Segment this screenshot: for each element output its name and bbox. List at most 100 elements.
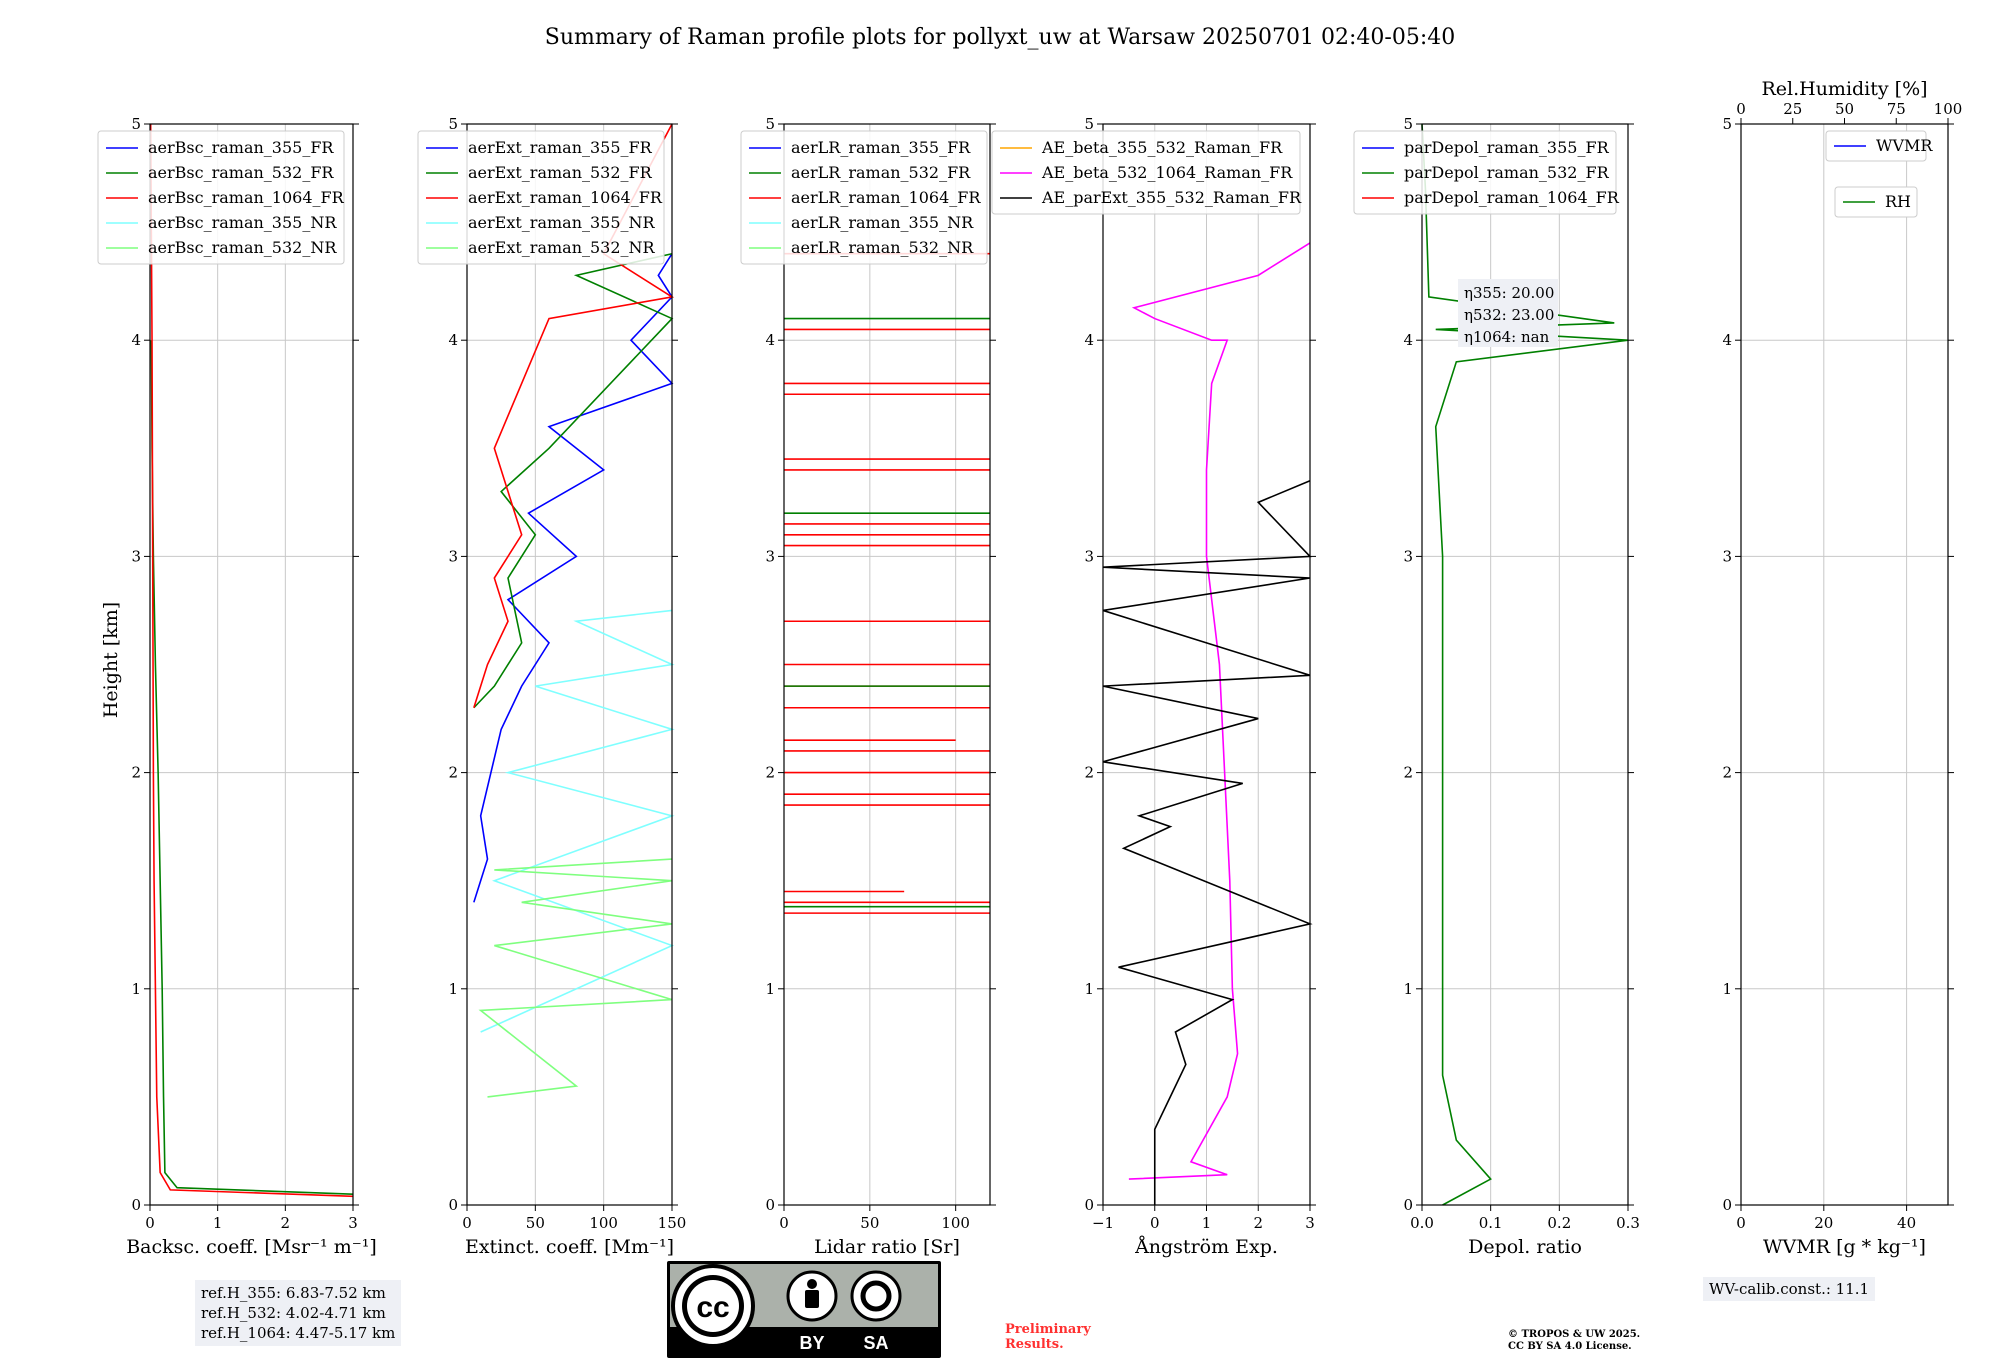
top-x-tick-label: 25: [1783, 100, 1802, 118]
copyright-line2: CC BY SA 4.0 License.: [1508, 1341, 1632, 1352]
y-tick-label: 2: [1084, 764, 1094, 782]
legend-box: [97, 130, 345, 265]
series-line-AE_beta_532_1064_Raman_FR: [1128, 242, 1311, 1180]
y-tick-label: 5: [448, 115, 458, 133]
legend-entry: aerLR_raman_355_NR: [791, 213, 974, 232]
eta-annotation: η355: 20.00: [1464, 284, 1554, 302]
legend-entry: aerLR_raman_532_FR: [791, 163, 971, 182]
top-x-tick-label: 75: [1887, 100, 1906, 118]
y-tick-label: 1: [765, 980, 775, 998]
y-tick-label: 4: [1403, 331, 1413, 349]
x-tick-label: 2: [281, 1214, 291, 1232]
copyright-line1: © TROPOS & UW 2025.: [1508, 1329, 1641, 1340]
y-tick-label: 3: [1084, 547, 1094, 565]
eta-annotation: η1064: nan: [1464, 328, 1550, 346]
copyright-note: © TROPOS & UW 2025. CC BY SA 4.0 License…: [1508, 1329, 1640, 1353]
eta-annotation: η532: 23.00: [1464, 306, 1554, 324]
x-tick-label: 0: [462, 1214, 472, 1232]
x-tick-label: 150: [658, 1214, 687, 1232]
y-tick-label: 0: [765, 1196, 775, 1214]
y-tick-label: 3: [1403, 547, 1413, 565]
y-tick-label: 4: [131, 331, 141, 349]
cc-by-sa-badge: cc BY SA: [667, 1261, 941, 1358]
legend-entry: aerBsc_raman_355_FR: [148, 138, 334, 157]
x-tick-label: 3: [348, 1214, 358, 1232]
figure-title: Summary of Raman profile plots for polly…: [545, 25, 1455, 50]
y-tick-label: 4: [765, 331, 775, 349]
cc-by-label: BY: [799, 1333, 824, 1353]
y-tick-label: 0: [1403, 1196, 1413, 1214]
y-tick-label: 2: [448, 764, 458, 782]
y-tick-label: 2: [765, 764, 775, 782]
y-tick-label: 5: [131, 115, 141, 133]
ref-height-355: ref.H_355: 6.83-7.52 km: [201, 1284, 386, 1302]
legend-box: [991, 130, 1301, 215]
legend-entry: aerLR_raman_532_NR: [791, 238, 974, 257]
panel-6: 0 20 40 0 1 2 3 4 5 WVMR [g * kg⁻¹] WVMR RH Rel.Humi…: [1722, 78, 1962, 1258]
y-tick-label: 0: [131, 1196, 141, 1214]
x-axis-label: Lidar ratio [Sr]: [814, 1236, 960, 1258]
legend-entry: aerBsc_raman_532_NR: [148, 238, 337, 257]
x-tick-label: 100: [589, 1214, 618, 1232]
axes-frame: [149, 123, 354, 1206]
x-tick-label: 100: [941, 1214, 970, 1232]
x-tick-label: 3: [1305, 1214, 1315, 1232]
y-axis-label: Height [km]: [100, 602, 122, 718]
y-tick-label: 1: [131, 980, 141, 998]
y-tick-label: 1: [1084, 980, 1094, 998]
x-tick-label: 0: [1150, 1214, 1160, 1232]
top-x-tick-label: 100: [1934, 100, 1963, 118]
x-tick-label: −1: [1092, 1214, 1114, 1232]
eta-box: [1458, 279, 1558, 347]
series-line-aerBsc_raman_532_FR: [150, 340, 354, 1195]
legend-entry: parDepol_raman_1064_FR: [1404, 188, 1620, 207]
y-tick-label: 2: [131, 764, 141, 782]
x-tick-label: 0: [779, 1214, 789, 1232]
y-tick-label: 2: [1722, 764, 1732, 782]
y-tick-label: 5: [1403, 115, 1413, 133]
x-axis-label: Backsc. coeff. [Msr⁻¹ m⁻¹]: [126, 1236, 377, 1258]
axes-frame: [1102, 123, 1311, 1206]
x-tick-label: 40: [1897, 1214, 1916, 1232]
y-tick-label: 3: [448, 547, 458, 565]
x-tick-label: 50: [526, 1214, 545, 1232]
series-line-AE_parExt_355_532_Raman_FR: [1102, 479, 1313, 1205]
axes-frame: [1421, 123, 1629, 1206]
legend-box: [740, 130, 988, 265]
legend-entry: RH: [1885, 192, 1911, 211]
panel-1: 0 1 2 3 0 1 2 3 4 5 Backsc. coeff. [Msr⁻¹ m⁻¹] aerB…: [97, 115, 377, 1258]
legend-entry: aerBsc_raman_532_FR: [148, 163, 334, 182]
x-tick-label: 0.2: [1547, 1214, 1571, 1232]
panel-2: 0 50 100 150 0 1 2 3 4 5 Extinct. coeff. [Mm⁻¹] aer…: [417, 115, 687, 1258]
x-axis-label: Extinct. coeff. [Mm⁻¹]: [465, 1236, 674, 1258]
top-axis-label: Rel.Humidity [%]: [1761, 78, 1927, 100]
y-tick-label: 4: [448, 331, 458, 349]
y-tick-label: 3: [131, 547, 141, 565]
series-line-aerExt_raman_355_NR: [480, 609, 675, 1033]
legend-entry: aerBsc_raman_355_NR: [148, 213, 337, 232]
reference-heights-box: ref.H_355: 6.83-7.52 km ref.H_532: 4.02-…: [195, 1280, 402, 1346]
y-tick-label: 5: [1722, 115, 1732, 133]
x-tick-label: 0.0: [1410, 1214, 1434, 1232]
y-tick-label: 1: [448, 980, 458, 998]
y-tick-label: 4: [1084, 331, 1094, 349]
x-tick-label: 20: [1814, 1214, 1833, 1232]
series-line-aerExt_raman_532_FR: [473, 252, 674, 709]
axes-frame: [783, 123, 991, 1206]
x-tick-label: 2: [1253, 1214, 1263, 1232]
legend-entry: AE_beta_355_532_Raman_FR: [1041, 138, 1283, 157]
legend-box-rh: [1834, 186, 1918, 218]
panel-5: 0.0 0.1 0.2 0.3 0 1 2 3 4 5 Depol. ratio parDepol_r…: [1353, 115, 1640, 1258]
sa-icon: [850, 1270, 902, 1322]
legend-entry: parDepol_raman_532_FR: [1404, 163, 1610, 182]
legend-entry: AE_beta_532_1064_Raman_FR: [1041, 163, 1293, 182]
legend-entry: WVMR: [1876, 136, 1933, 155]
x-axis-label: Depol. ratio: [1468, 1236, 1582, 1258]
axes-frame: [1740, 123, 1949, 1206]
series-line-aerExt_raman_1064_FR: [473, 123, 675, 708]
x-tick-label: 0: [145, 1214, 155, 1232]
y-tick-label: 1: [1722, 980, 1732, 998]
series-line-aerExt_raman_355_FR: [473, 253, 674, 903]
x-axis-label: WVMR [g * kg⁻¹]: [1763, 1236, 1926, 1258]
